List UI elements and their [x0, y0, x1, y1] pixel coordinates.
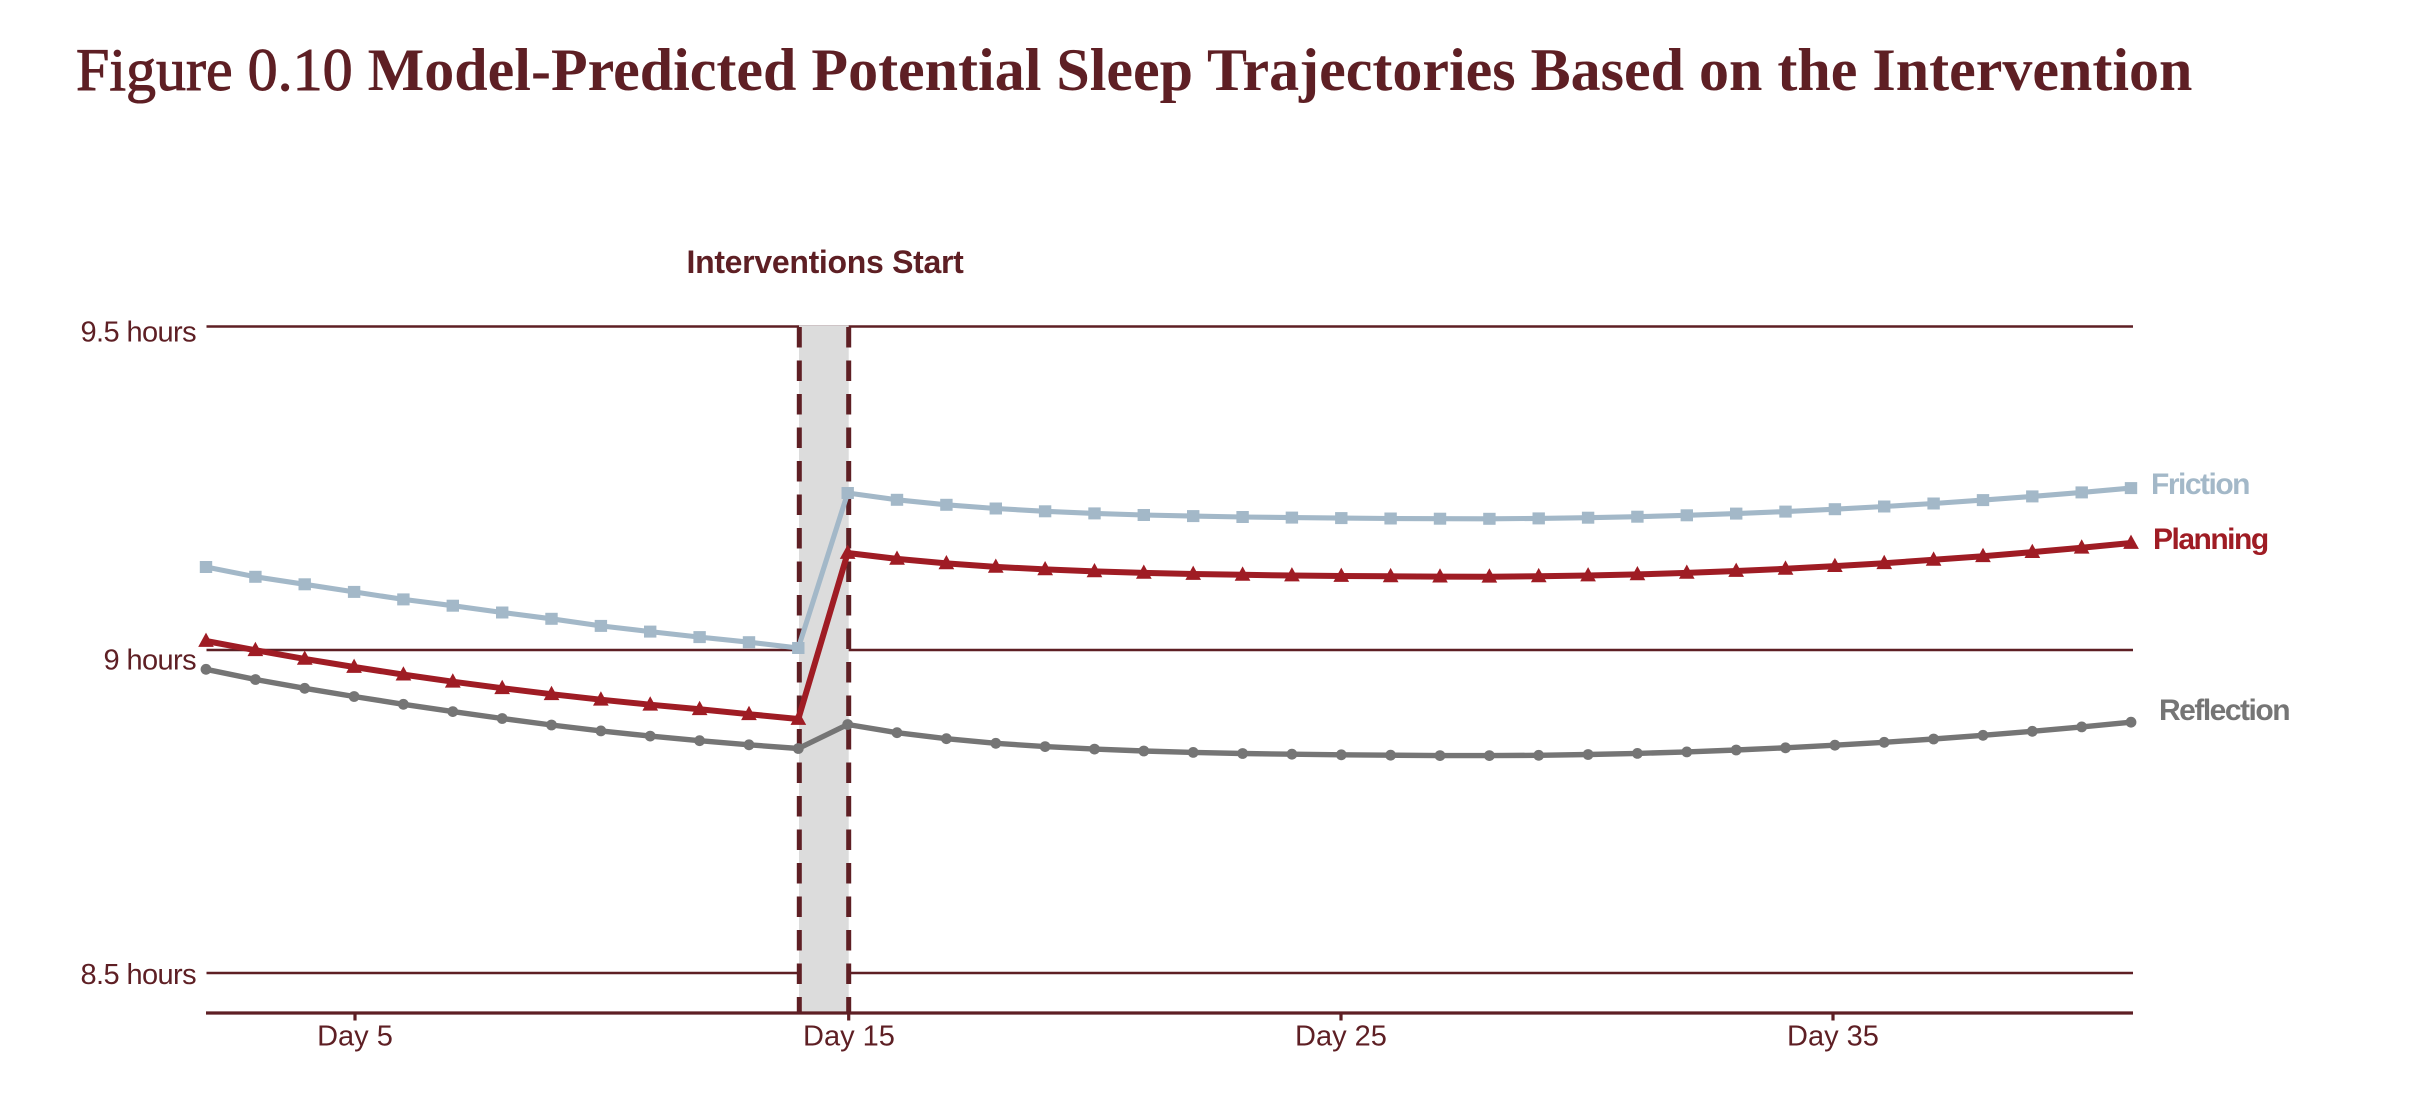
svg-text:Planning: Planning — [2153, 523, 2268, 556]
svg-text:Figure 0.10 Model-Predicted Po: Figure 0.10 Model-Predicted Potential Sl… — [76, 37, 2192, 103]
svg-text:9.5 hours: 9.5 hours — [80, 317, 196, 349]
svg-text:Reflection: Reflection — [2159, 694, 2289, 727]
svg-text:Day 35: Day 35 — [1787, 1021, 1879, 1053]
svg-text:9 hours: 9 hours — [103, 645, 196, 677]
svg-text:Day 25: Day 25 — [1295, 1021, 1387, 1053]
svg-text:8.5 hours: 8.5 hours — [80, 959, 196, 991]
svg-text:Friction: Friction — [2151, 468, 2249, 501]
svg-text:Day 5: Day 5 — [317, 1021, 393, 1053]
svg-text:Day 15: Day 15 — [803, 1021, 895, 1053]
svg-text:Interventions Start: Interventions Start — [686, 244, 964, 280]
